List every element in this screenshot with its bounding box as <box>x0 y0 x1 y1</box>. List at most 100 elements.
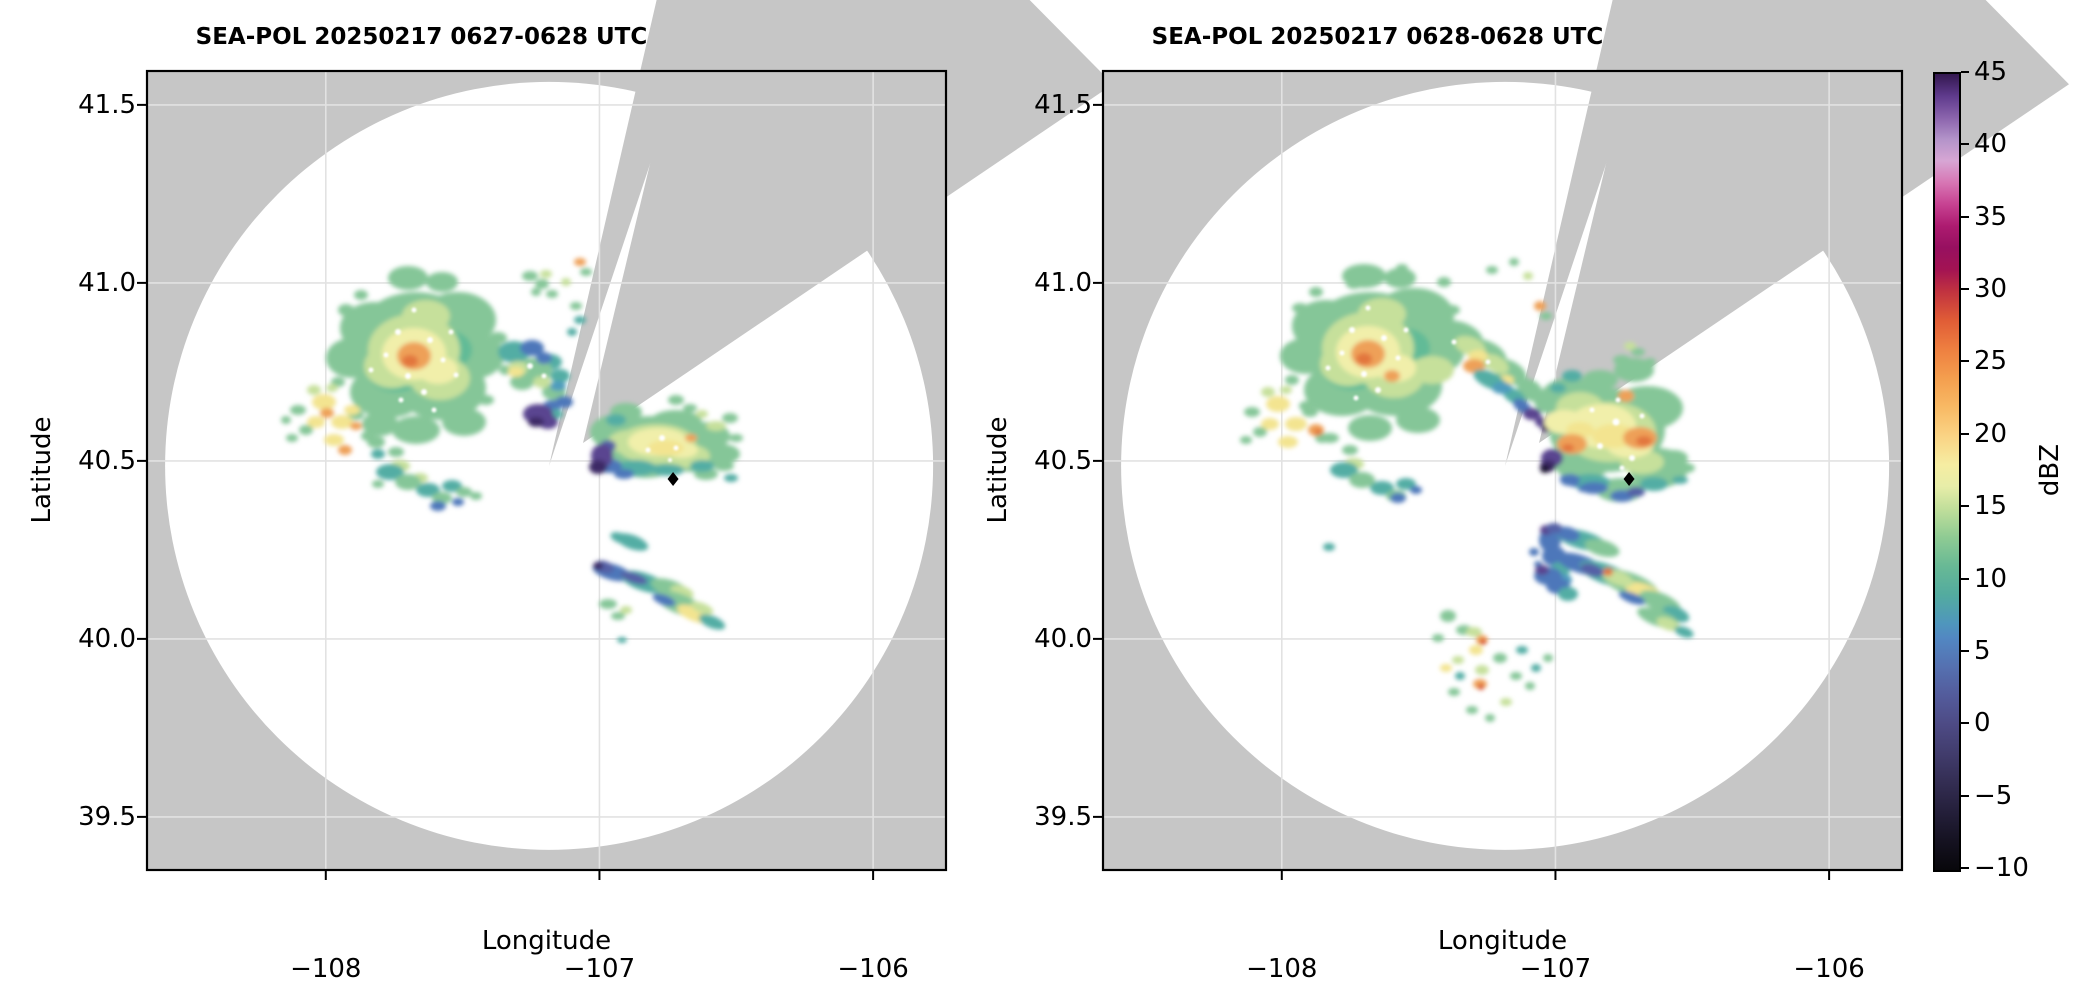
echo-blob <box>1569 481 1579 487</box>
echo-blob <box>1523 272 1533 280</box>
echo-blob <box>388 266 428 290</box>
echo-blob <box>1660 450 1688 466</box>
echo-blob <box>1580 563 1604 577</box>
echo-blob <box>1266 396 1290 412</box>
echo-blob <box>714 461 734 471</box>
echo-blob <box>1557 434 1587 454</box>
echo-blob <box>426 272 458 292</box>
echo-blob <box>1396 264 1408 272</box>
y-tick-label: 41.5 <box>78 89 136 120</box>
x-tick-label: −107 <box>1519 954 1592 984</box>
echo-blob <box>538 415 558 429</box>
echo-blob <box>320 408 334 418</box>
echo-blob <box>1285 417 1307 431</box>
echo-blob <box>456 487 472 497</box>
echo-blob <box>531 288 541 296</box>
echo-blob <box>1677 463 1695 473</box>
echo-blob <box>1384 268 1416 288</box>
echo-blob <box>1280 386 1292 394</box>
echo-blob <box>1432 634 1444 642</box>
echo-blob <box>520 340 544 356</box>
reflectivity-echoes <box>281 258 743 643</box>
echo-blob <box>1656 617 1680 631</box>
panel-reflectivity-1-5deg: SEA-POL 20250217 0627-0628 UTC Reflectiv… <box>27 0 1113 990</box>
y-tick-label: 41.0 <box>78 267 136 298</box>
echo-blob <box>1578 486 1586 492</box>
radar-plot-svg <box>137 0 1113 880</box>
echo-blob <box>1384 370 1400 382</box>
echo-blob <box>540 270 552 278</box>
echo-blob <box>685 434 697 442</box>
echo-hole <box>405 373 411 379</box>
echo-hole <box>1612 418 1620 426</box>
echo-blob <box>1314 429 1322 435</box>
echo-blob <box>395 474 421 490</box>
colorbar-tick <box>1961 215 1969 218</box>
panel-reflectivity-2-0deg: SEA-POL 20250217 0628-0628 UTC Reflectiv… <box>983 0 2069 990</box>
echo-hole <box>1365 305 1371 311</box>
echo-hole <box>431 407 437 413</box>
echo-blob <box>1558 587 1578 601</box>
echo-blob <box>1240 436 1252 444</box>
echo-blob <box>1516 646 1528 654</box>
echo-hole <box>659 435 665 441</box>
echo-hole <box>1615 397 1621 403</box>
y-tick-label: 40.5 <box>1034 445 1092 476</box>
echo-blob <box>533 376 551 388</box>
echo-blob <box>338 304 354 316</box>
echo-blob <box>331 415 353 429</box>
echo-blob <box>1636 436 1652 446</box>
echo-blob <box>648 440 684 456</box>
y-tick-label: 39.5 <box>1034 801 1092 832</box>
colorbar: dBZ 45 40 35 30 25 20 15 10 5 0 −5 −10 <box>1933 57 2096 883</box>
colorbar-tick <box>1961 867 1969 869</box>
echo-blob <box>722 413 738 423</box>
echo-hole <box>1353 395 1359 401</box>
echo-hole <box>1339 350 1345 356</box>
echo-hole <box>1597 443 1603 449</box>
echo-blob <box>1534 301 1546 311</box>
echo-blob <box>698 614 726 630</box>
echo-blob <box>620 606 632 614</box>
plot-border <box>1101 69 1904 872</box>
echo-blob <box>1466 627 1482 637</box>
echo-blob <box>1396 478 1416 490</box>
x-axis-label: Longitude <box>481 926 612 956</box>
y-tick-label: 40.0 <box>1034 623 1092 654</box>
echo-blob <box>1261 387 1275 397</box>
echo-blob <box>1624 342 1636 350</box>
x-tick-label: −108 <box>1246 954 1318 984</box>
echo-blob <box>1582 370 1618 390</box>
colorbar-tick <box>1961 577 1969 580</box>
echo-blob <box>478 395 494 405</box>
echo-blob <box>1640 477 1668 491</box>
colorbar-tick-label: 5 <box>1974 635 1991 666</box>
echo-blob <box>1510 672 1522 680</box>
echo-hole <box>421 389 427 395</box>
echo-hole <box>668 458 672 462</box>
echo-hole <box>1619 465 1625 471</box>
echo-blob <box>1580 482 1608 494</box>
echo-blob <box>668 395 684 405</box>
echo-blob <box>361 431 375 441</box>
x-tick-label: −108 <box>290 954 362 984</box>
y-axis-label: Latitude <box>27 416 57 524</box>
echo-blob <box>372 480 384 488</box>
echo-blob <box>290 405 306 415</box>
echo-blob <box>589 460 607 474</box>
echo-blob <box>338 445 352 455</box>
echo-blob <box>690 460 714 472</box>
echo-blob <box>1349 472 1375 488</box>
echo-blob <box>307 416 325 428</box>
echo-hole <box>1325 365 1331 371</box>
echo-blob <box>307 385 321 395</box>
y-tick-label: 41.5 <box>1034 89 1092 120</box>
echo-blob <box>696 410 708 418</box>
echo-blob <box>324 434 344 446</box>
echo-blob <box>1485 714 1495 722</box>
colorbar-tick-label: 40 <box>1974 129 2008 160</box>
echo-blob <box>510 374 534 390</box>
echo-blob <box>550 381 566 391</box>
site-marker-diamond <box>667 472 679 487</box>
echo-blob <box>1396 407 1440 433</box>
